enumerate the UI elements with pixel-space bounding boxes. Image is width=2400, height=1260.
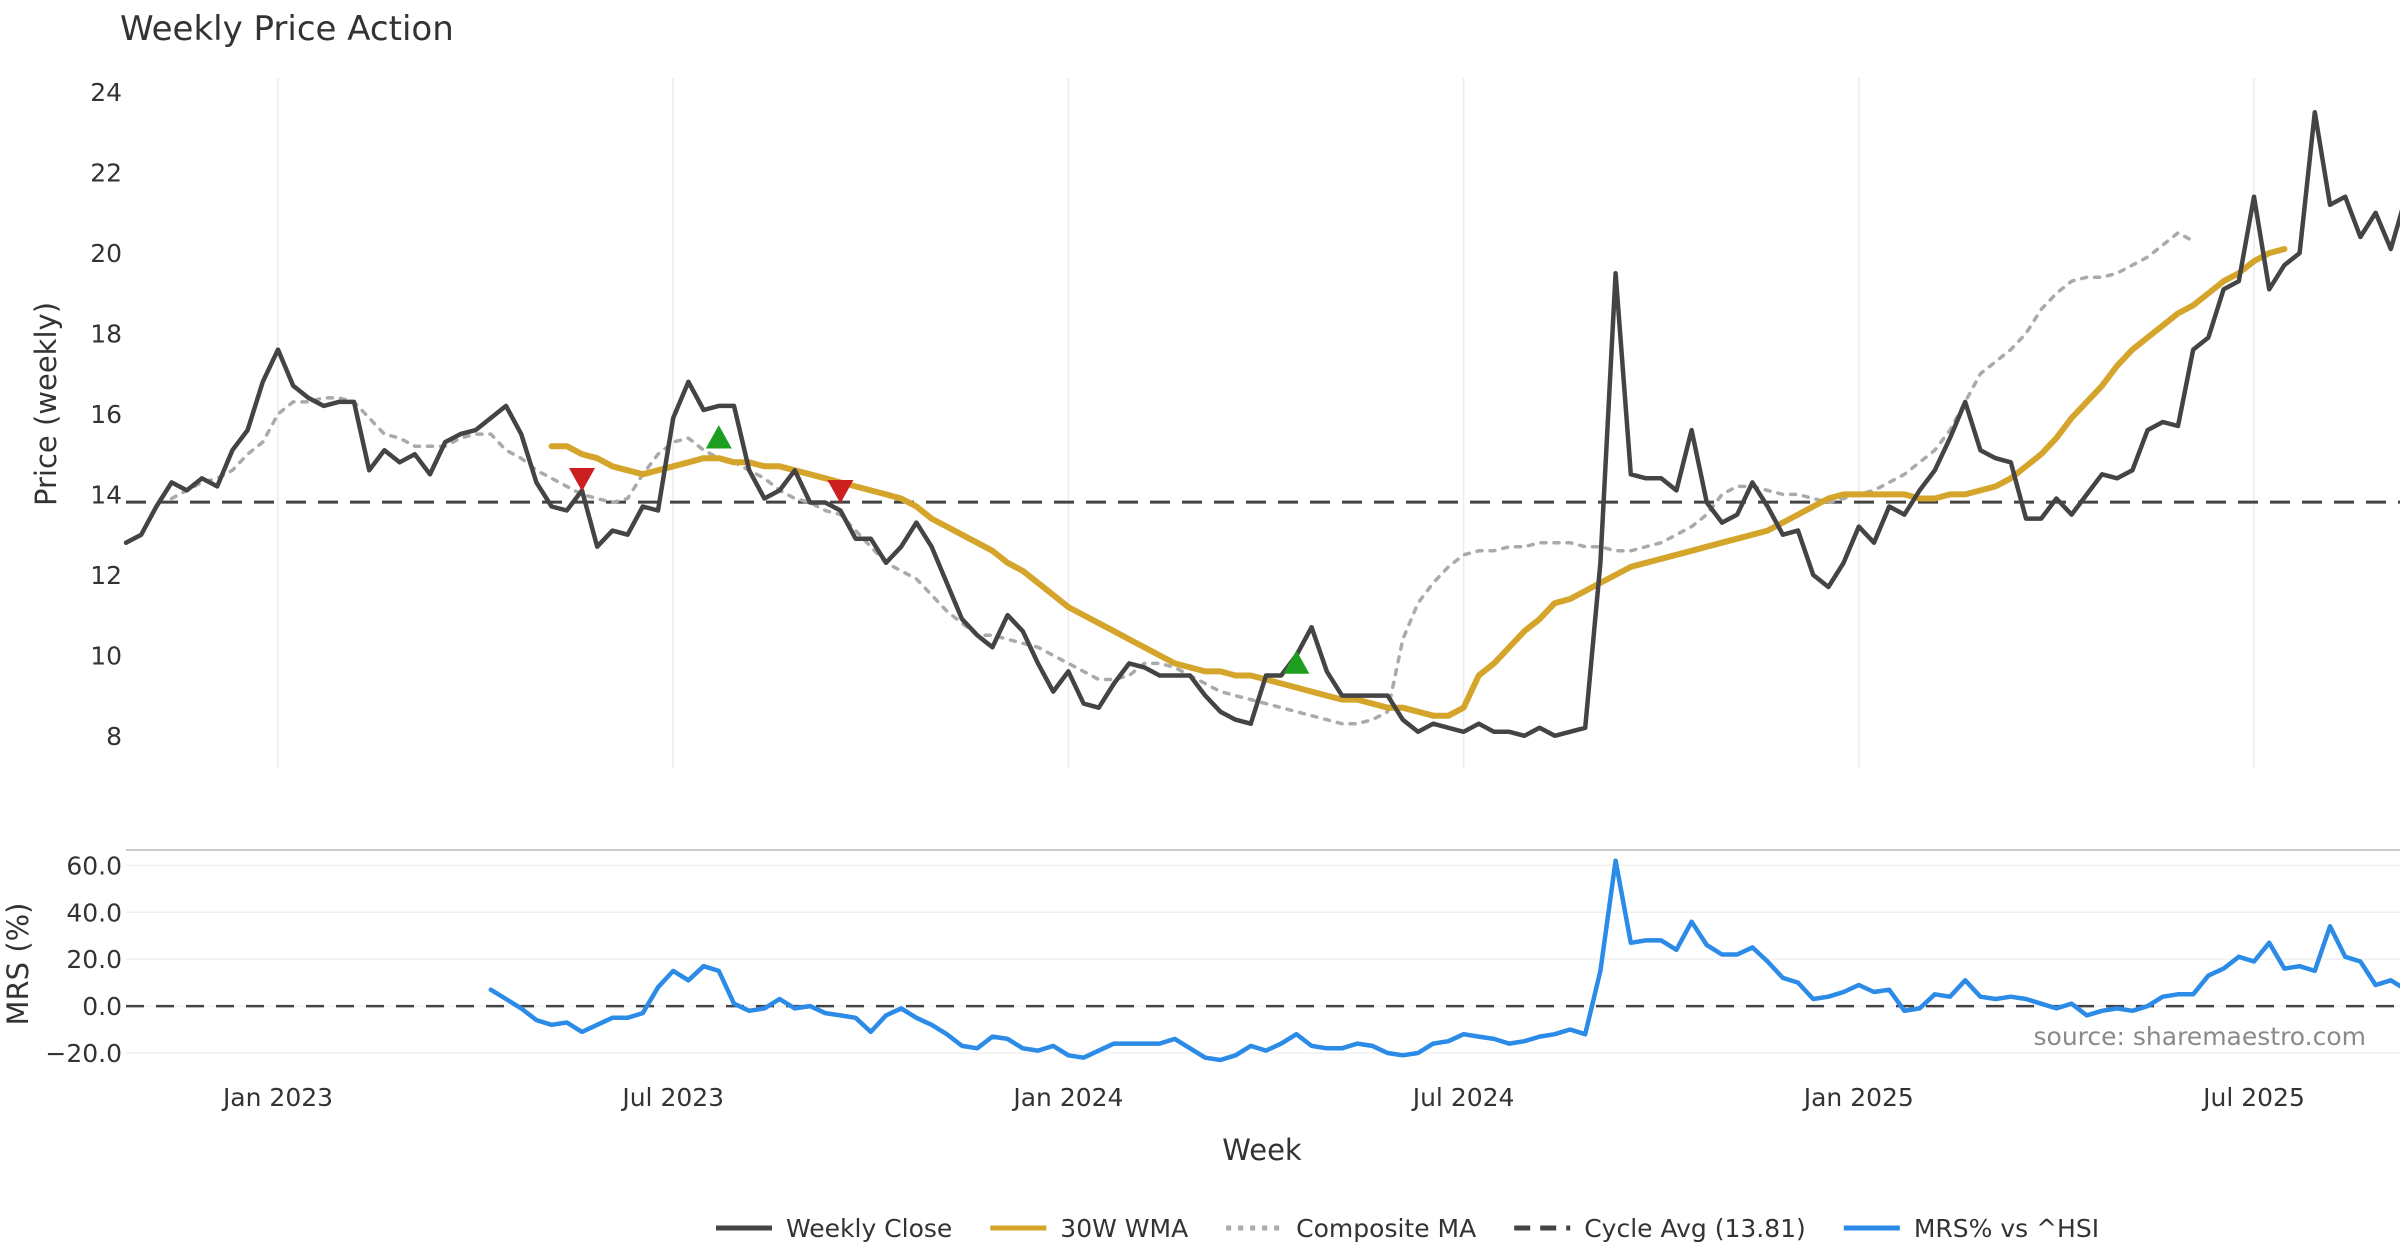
buy-signal-marker-1 — [705, 425, 732, 449]
sell-signal-marker-0 — [569, 467, 595, 492]
series-mrs-vs-hsi — [488, 858, 2400, 1063]
price-y-tick-16: 16 — [90, 400, 122, 429]
legend-label-1: 30W WMA — [1060, 1214, 1188, 1243]
legend-label-4: MRS% vs ^HSI — [1914, 1214, 2099, 1243]
price-y-tick-12: 12 — [90, 561, 122, 590]
price-y-tick-18: 18 — [90, 320, 122, 349]
x-tick-jul-2025: Jul 2025 — [2201, 1083, 2305, 1112]
sell-signal-marker-2 — [827, 480, 854, 504]
series-30w-wma — [548, 246, 2288, 719]
legend-label-2: Composite MA — [1296, 1214, 1476, 1243]
source-attribution: source: sharemaestro.com — [2034, 1022, 2367, 1051]
x-tick-jan-2025: Jan 2025 — [1802, 1083, 1914, 1112]
legend-label-0: Weekly Close — [786, 1214, 952, 1243]
price-y-tick-14: 14 — [90, 480, 122, 509]
x-axis-label: Week — [1222, 1133, 1302, 1167]
series-composite-ma — [169, 231, 2195, 726]
series-weekly-close — [123, 110, 2400, 739]
mrs-y-tick-1: 40.0 — [66, 898, 122, 927]
mrs-series-group — [488, 858, 2400, 1063]
price-y-tick-8: 8 — [106, 722, 122, 751]
price-y-axis-label: Price (weekly) — [29, 302, 63, 506]
price-y-tick-10: 10 — [90, 641, 122, 670]
price-y-tick-24: 24 — [90, 78, 122, 107]
chart-legend: Weekly Close 30W WMA Composite MA Cycle Avg… — [716, 1214, 2099, 1243]
mrs-y-axis-label: MRS (%) — [1, 903, 35, 1026]
legend-label-3: Cycle Avg (13.81) — [1584, 1214, 1806, 1243]
mrs-y-tick-4: −20.0 — [45, 1039, 122, 1068]
mrs-y-ticks: 60.0 40.0 20.0 0.0 −20.0 — [45, 851, 122, 1068]
signal-markers — [569, 425, 1310, 674]
x-tick-jan-2024: Jan 2024 — [1011, 1083, 1123, 1112]
price-y-tick-22: 22 — [90, 159, 122, 188]
x-tick-jul-2023: Jul 2023 — [620, 1083, 724, 1112]
chart-title: Weekly Price Action — [120, 9, 454, 49]
price-y-tick-20: 20 — [90, 239, 122, 268]
mrs-y-tick-3: 0.0 — [82, 992, 122, 1021]
price-panel-grid — [277, 78, 2255, 768]
x-tick-jul-2024: Jul 2024 — [1411, 1083, 1515, 1112]
buy-signal-marker-3 — [1283, 650, 1310, 674]
mrs-y-tick-2: 20.0 — [66, 945, 122, 974]
price-series-group — [123, 110, 2400, 739]
mrs-y-tick-0: 60.0 — [66, 851, 122, 880]
x-tick-jan-2023: Jan 2023 — [221, 1083, 333, 1112]
price-y-ticks: 8 10 12 14 16 18 20 22 24 — [90, 78, 122, 751]
x-axis-ticks: Jan 2023 Jul 2023 Jan 2024 Jul 2024 Jan 2025… — [221, 1083, 2305, 1112]
